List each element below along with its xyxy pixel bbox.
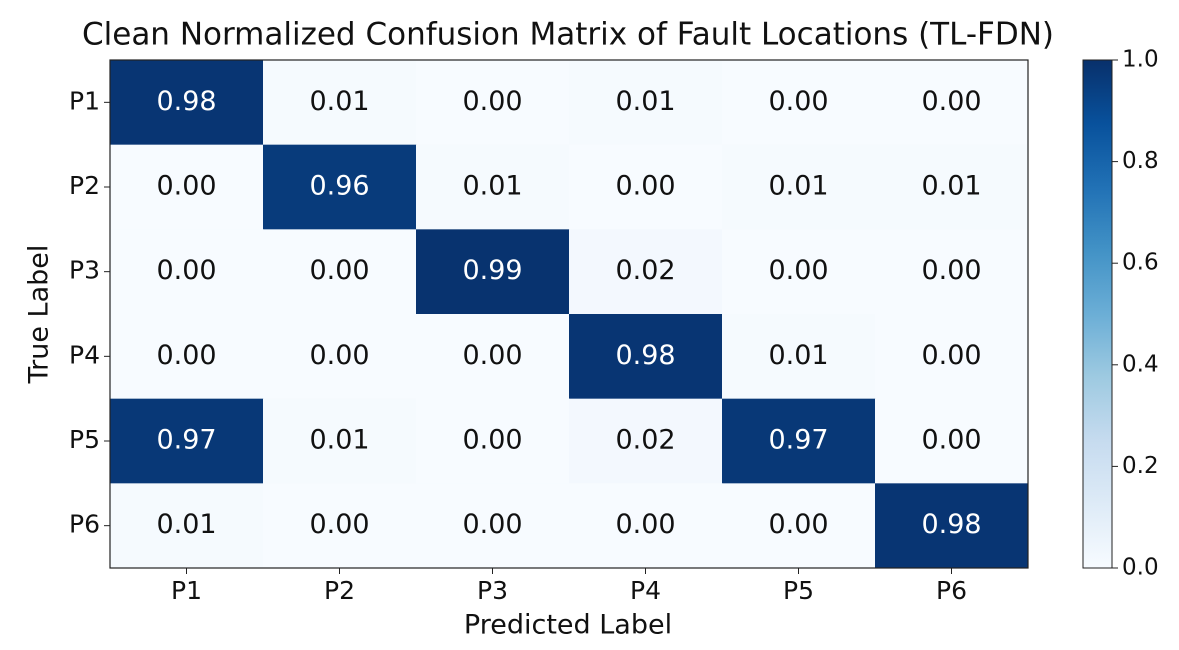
cell (110, 483, 264, 569)
cell (875, 398, 1029, 484)
cell-label: 0.00 (462, 86, 522, 117)
cell (722, 398, 876, 484)
cell (263, 314, 417, 400)
cell (722, 483, 876, 569)
cell (110, 144, 264, 230)
y-tick-label: P6 (69, 510, 100, 539)
cell (569, 483, 723, 569)
cell (416, 229, 570, 315)
cell (875, 60, 1029, 146)
cell (722, 229, 876, 315)
cell (263, 144, 417, 230)
cell-label: 0.01 (462, 171, 522, 202)
colorbar-tick-label: 0.6 (1122, 250, 1159, 276)
cell (263, 60, 417, 146)
cell-label: 0.00 (156, 340, 216, 371)
cell-label: 0.02 (615, 255, 675, 286)
cell-label: 0.00 (462, 425, 522, 456)
cell-label: 0.97 (768, 425, 828, 456)
cell-label: 0.01 (615, 86, 675, 117)
cell (416, 144, 570, 230)
cell-label: 0.00 (309, 509, 369, 540)
cell (416, 60, 570, 146)
cell (110, 60, 264, 146)
cell-label: 0.00 (156, 255, 216, 286)
cell-label: 0.99 (462, 255, 522, 286)
y-axis-label: True Label (24, 245, 55, 385)
cell (875, 314, 1029, 400)
cell-label: 0.01 (768, 340, 828, 371)
cell (110, 314, 264, 400)
cell-label: 0.01 (768, 171, 828, 202)
cell-label: 0.01 (309, 86, 369, 117)
cell-label: 0.01 (156, 509, 216, 540)
cell-label: 0.00 (156, 171, 216, 202)
y-tick-label: P4 (69, 340, 100, 369)
cell (875, 229, 1029, 315)
cell (722, 60, 876, 146)
cell-label: 0.00 (615, 509, 675, 540)
x-tick-label: P1 (171, 576, 202, 605)
colorbar-tick-label: 0.2 (1122, 453, 1159, 479)
colorbar-tick-label: 0.8 (1122, 148, 1159, 174)
cell (416, 398, 570, 484)
colorbar-tick-label: 1.0 (1122, 47, 1159, 73)
x-tick-label: P5 (783, 576, 814, 605)
cell (263, 483, 417, 569)
cell (875, 144, 1029, 230)
y-tick-label: P1 (69, 86, 100, 115)
cell-label: 0.00 (309, 255, 369, 286)
cell (722, 314, 876, 400)
cell (569, 60, 723, 146)
cell-label: 0.00 (462, 509, 522, 540)
cell-label: 0.00 (309, 340, 369, 371)
x-tick-label: P2 (324, 576, 355, 605)
cell-label: 0.02 (615, 425, 675, 456)
plot-frame (109, 59, 1029, 569)
cell-label: 0.98 (615, 340, 675, 371)
cell-label: 0.97 (156, 425, 216, 456)
x-tick-label: P3 (477, 576, 508, 605)
colorbar-tick-label: 0.0 (1122, 555, 1159, 581)
cell-label: 0.00 (921, 425, 981, 456)
cell (569, 144, 723, 230)
cell (569, 229, 723, 315)
cell-label: 0.00 (921, 255, 981, 286)
y-tick-label: P2 (69, 171, 100, 200)
cell (875, 483, 1029, 569)
colorbar-tick-label: 0.4 (1122, 351, 1159, 377)
cell (569, 398, 723, 484)
cell-label: 0.00 (921, 340, 981, 371)
cell (110, 229, 264, 315)
x-tick-label: P6 (936, 576, 967, 605)
chart-title: Clean Normalized Confusion Matrix of Fau… (82, 17, 1054, 53)
cell-label: 0.00 (462, 340, 522, 371)
cell-label: 0.98 (921, 509, 981, 540)
colorbar (1082, 59, 1113, 569)
y-tick-label: P5 (69, 425, 100, 454)
cell (722, 144, 876, 230)
cell-label: 0.00 (768, 255, 828, 286)
cell-label: 0.01 (309, 425, 369, 456)
cell-label: 0.01 (921, 171, 981, 202)
cell (110, 398, 264, 484)
cell (416, 483, 570, 569)
cell (416, 314, 570, 400)
cell-label: 0.96 (309, 171, 369, 202)
y-tick-label: P3 (69, 256, 100, 285)
cell (263, 229, 417, 315)
cell-label: 0.00 (768, 509, 828, 540)
x-axis-label: Predicted Label (464, 610, 672, 641)
cell-label: 0.00 (921, 86, 981, 117)
cell (569, 314, 723, 400)
cell-label: 0.98 (156, 86, 216, 117)
x-tick-label: P4 (630, 576, 661, 605)
cell (263, 398, 417, 484)
cell-label: 0.00 (768, 86, 828, 117)
cell-label: 0.00 (615, 171, 675, 202)
